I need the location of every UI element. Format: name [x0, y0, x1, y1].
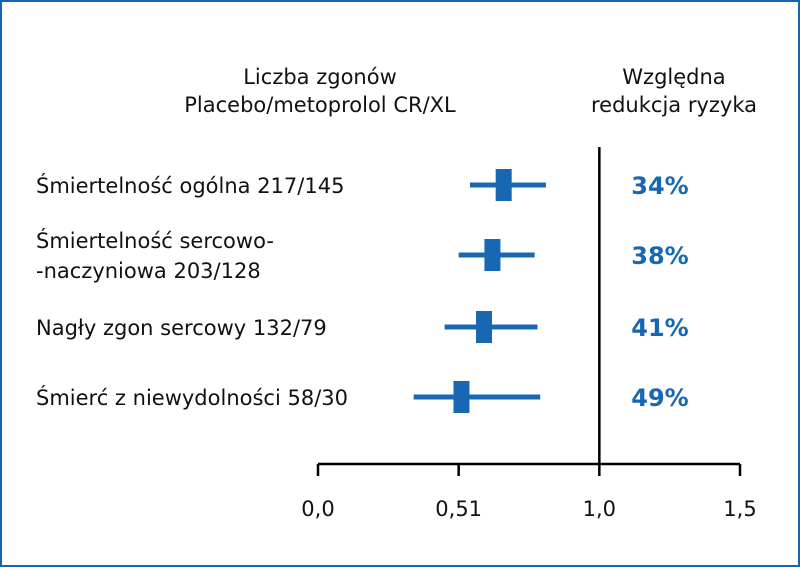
- estimate-marker: [495, 169, 512, 201]
- x-axis: 0,0 0,51 1,0 1,5: [301, 462, 757, 521]
- rows-layer: Śmiertelność ogólna 217/145 34%Śmiertelno…: [36, 147, 689, 464]
- row-label: Nagły zgon sercowy 132/79: [36, 316, 327, 340]
- right-header-line2: redukcja ryzyka: [591, 93, 757, 117]
- left-header-line2: Placebo/metoprolol CR/XL: [184, 93, 456, 117]
- estimate-marker: [484, 239, 501, 271]
- reduction-value: 34%: [631, 172, 688, 200]
- row-label: Śmiertelność sercowo-: [36, 228, 274, 253]
- estimate-marker: [475, 311, 492, 343]
- reduction-value: 41%: [631, 314, 688, 342]
- x-tick-label: 0,51: [435, 497, 482, 521]
- x-tick-label: 0,0: [301, 497, 334, 521]
- right-header-line1: Względna: [622, 65, 725, 89]
- forest-row: Śmiertelność sercowo- -naczyniowa 203/128…: [36, 228, 689, 283]
- row-label: Śmierć z niewydolności 58/30: [36, 385, 348, 410]
- reduction-value: 38%: [631, 242, 688, 270]
- forest-row: Śmiertelność ogólna 217/145 34%: [36, 169, 689, 201]
- x-tick-label: 1,5: [723, 497, 756, 521]
- forest-row: Nagły zgon sercowy 132/79 41%: [36, 311, 689, 343]
- forest-row: Śmierć z niewydolności 58/30 49%: [36, 381, 689, 413]
- x-tick-label: 1,0: [583, 497, 616, 521]
- left-header-line1: Liczba zgonów: [243, 65, 397, 89]
- row-label: Śmiertelność ogólna 217/145: [36, 173, 344, 198]
- reduction-value: 49%: [631, 384, 688, 412]
- row-label: -naczyniowa 203/128: [36, 259, 261, 283]
- estimate-marker: [453, 381, 470, 413]
